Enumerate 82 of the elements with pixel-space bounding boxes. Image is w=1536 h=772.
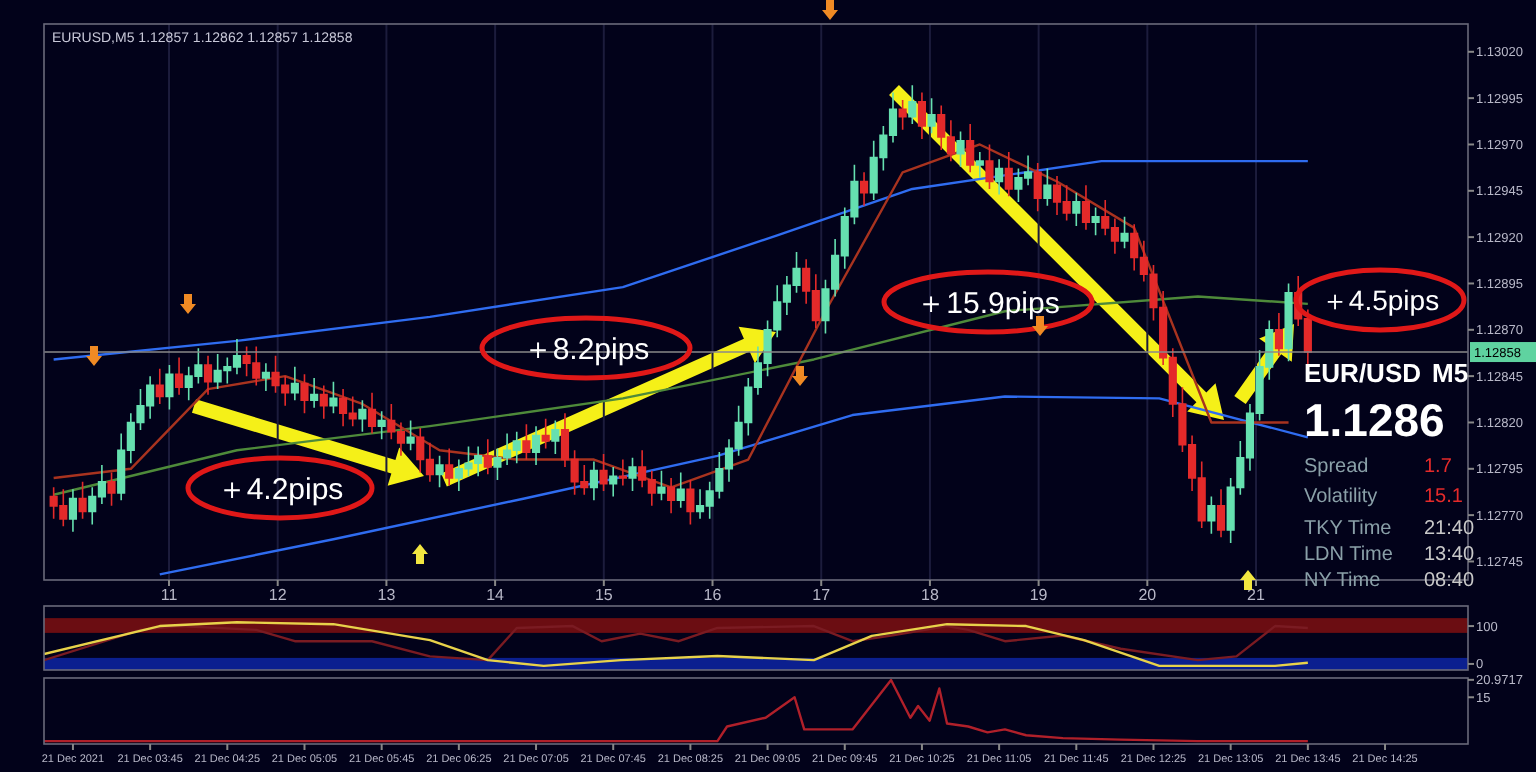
candlestick [1081,184,1091,231]
candlestick [676,471,685,509]
line-series [44,678,1310,743]
candlestick [165,364,174,411]
candlestick [1033,162,1042,212]
candlestick [445,447,454,487]
candlestick [367,392,377,435]
candlestick [522,423,531,461]
candlestick [261,362,270,392]
annotation: ＋15.9pips [916,286,1060,321]
candlestick [898,99,907,131]
candlestick [618,458,627,487]
candlestick [628,456,637,492]
annotation: ＋4.5pips [1320,283,1440,316]
annotation: ＋8.2pips [522,332,650,367]
candlestick [1120,215,1129,250]
candlestick [551,419,560,455]
candlestick [174,356,184,396]
x2-tick-label: 13 [377,586,397,604]
annotation: Volatility [1304,486,1378,508]
annotation: TKY Time [1304,518,1393,540]
candlestick [1004,151,1013,198]
annotation: NY Time [1304,570,1382,592]
x2-tick-label: 15 [594,586,614,604]
candlestick [1216,488,1226,539]
candlestick [68,488,78,533]
x2-tick-label: 19 [1029,586,1049,604]
annotation: M5 [1432,358,1469,388]
annotation: 1.1286 [1304,394,1445,446]
candlestick [859,171,869,207]
x2-tick-label: 18 [921,586,940,604]
candlestick [908,84,917,125]
candlestick [541,417,550,450]
candlestick [956,130,965,168]
annotation: 15.1 [1424,486,1464,508]
candlestick [966,123,975,174]
candlestick [290,366,299,402]
candlestick [985,143,994,190]
annotation: 1.7 [1424,456,1453,478]
annotation: Spread [1304,456,1369,478]
candlestick [975,151,984,179]
candlestick [1043,167,1052,207]
candlestick [107,471,116,507]
candlestick [310,377,319,409]
candlestick [78,480,87,520]
candlestick [995,158,1004,196]
candlestick [686,479,695,526]
candlestick [358,399,367,433]
candlestick [406,419,415,452]
annotation: 08:40 [1424,570,1475,592]
candlestick [609,466,618,498]
x2-tick-label: 20 [1138,586,1158,604]
candlestick [667,477,676,515]
candlestick [1091,206,1100,237]
candlestick [917,91,927,140]
candlestick [927,97,936,135]
candlestick [155,367,164,405]
x2-tick-label: 16 [703,586,723,604]
annotation: 21:40 [1424,518,1475,540]
x2-tick-label: 12 [268,586,288,604]
candlestick [599,453,608,492]
candlestick [435,455,444,489]
candlestick [377,410,386,440]
candlestick [589,460,598,502]
annotation: EUR/USD [1304,358,1422,388]
candlestick [483,438,492,476]
candlestick [531,425,541,466]
annotation: ＋4.2pips [216,472,344,507]
x2-tick-label: 11 [160,586,179,604]
candlestick [319,384,328,420]
candlestick [1207,495,1216,535]
x2-tick-label: 14 [486,586,506,604]
candlestick [1274,312,1283,357]
candlestick [300,373,309,414]
annotation: LDN Time [1304,544,1394,566]
candlestick [203,354,213,396]
candlestick [657,469,666,502]
annotation: 13:40 [1424,544,1475,566]
candlestick [1284,282,1293,363]
candlestick [329,380,338,414]
candlestick [1072,191,1081,227]
x2-tick-label: 17 [812,586,832,604]
